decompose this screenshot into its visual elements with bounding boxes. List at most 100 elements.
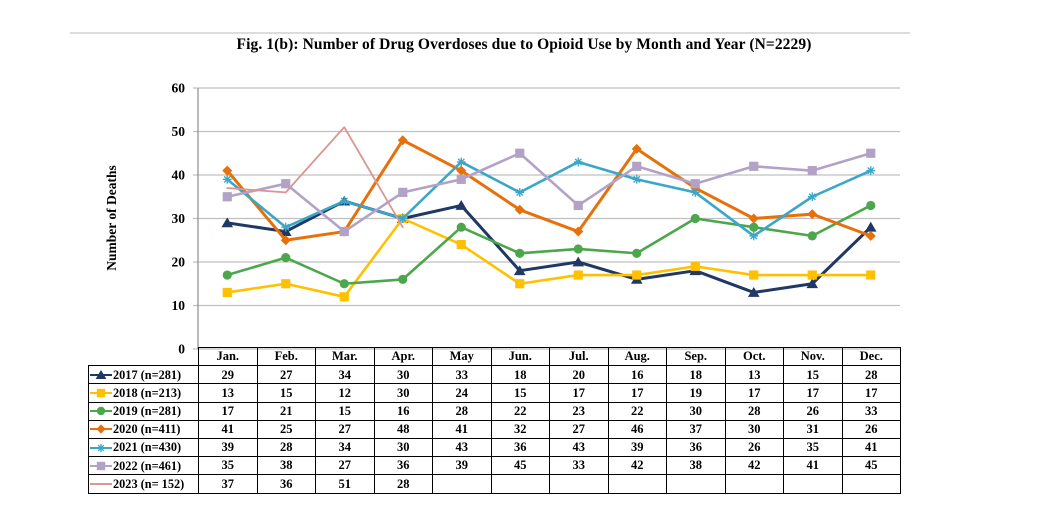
value-cell: 16 (607, 365, 667, 385)
value-cell: 36 (490, 437, 550, 458)
value-cell: 33 (841, 401, 901, 421)
value-cell: 30 (666, 401, 726, 421)
table-row: 2021 (n=430) 39 28 34 30 43 36 43 39 36 26 35 41 (88, 437, 901, 458)
value-cell: 13 (724, 365, 784, 385)
value-cell: 41 (783, 456, 843, 476)
svg-text:0: 0 (178, 342, 185, 357)
svg-text:10: 10 (172, 298, 186, 313)
value-cell: 41 (198, 419, 258, 439)
value-cell: 43 (549, 437, 609, 458)
value-cell: 28 (841, 365, 901, 385)
value-cell: 25 (256, 419, 316, 439)
series-label: 2021 (n=430) (113, 440, 182, 455)
value-cell: 32 (490, 419, 550, 439)
value-cell: 17 (198, 401, 258, 421)
value-cell: 22 (607, 401, 667, 421)
table-row: 2022 (n=461) 35 38 27 36 39 45 33 42 38 42 41 45 (88, 456, 901, 476)
svg-text:30: 30 (172, 211, 186, 226)
month-header-cell: Aug. (607, 346, 667, 367)
value-cell: 36 (256, 474, 316, 494)
value-cell: 39 (607, 437, 667, 458)
value-cell (432, 474, 492, 494)
series-label: 2019 (n=281) (113, 404, 182, 418)
value-cell: 28 (373, 474, 433, 494)
value-cell: 29 (198, 365, 258, 385)
value-cell: 36 (666, 437, 726, 458)
value-cell (490, 474, 550, 494)
value-cell: 28 (432, 401, 492, 421)
value-cell: 45 (490, 456, 550, 476)
value-cell: 45 (841, 456, 901, 476)
series-label: 2023 (n= 152) (113, 476, 185, 491)
value-cell: 13 (198, 383, 258, 403)
value-cell: 43 (432, 437, 492, 458)
svg-text:20: 20 (172, 255, 186, 270)
value-cell: 34 (315, 365, 375, 385)
legend-cell: 2022 (n=461) (88, 456, 199, 476)
data-table: Jan. Feb. Mar. Apr. May Jun. Jul. Aug. Sep. Oct. N… (88, 346, 901, 494)
value-cell: 18 (666, 365, 726, 385)
month-header-cell: Dec. (841, 346, 901, 367)
value-cell: 27 (315, 456, 375, 476)
table-corner (89, 348, 199, 366)
month-header-cell: Feb. (256, 346, 316, 367)
value-cell (607, 474, 667, 494)
value-cell: 38 (666, 456, 726, 476)
month-header-cell: May (432, 346, 492, 367)
value-cell: 31 (783, 419, 843, 439)
month-header-cell: Nov. (783, 346, 843, 367)
svg-text:60: 60 (172, 81, 186, 96)
series-label: 2018 (n=213) (113, 385, 182, 400)
value-cell: 20 (549, 365, 609, 385)
value-cell (724, 474, 784, 494)
series-label: 2022 (n=461) (113, 458, 182, 473)
value-cell: 15 (490, 383, 550, 403)
value-cell: 16 (373, 401, 433, 421)
value-cell: 41 (841, 437, 901, 458)
legend-cell: 2023 (n= 152) (88, 474, 199, 494)
value-cell: 37 (666, 419, 726, 439)
value-cell: 22 (490, 401, 550, 421)
value-cell: 15 (315, 401, 375, 421)
value-cell (666, 474, 726, 494)
value-cell: 37 (198, 474, 258, 494)
value-cell: 17 (549, 383, 609, 403)
value-cell: 39 (198, 437, 258, 458)
legend-cell: 2018 (n=213) (88, 383, 199, 403)
value-cell: 15 (783, 365, 843, 385)
legend-cell: 2021 (n=430) (88, 437, 199, 458)
table-row: 2019 (n=281) 17 21 15 16 28 22 23 22 30 28 26 33 (88, 401, 901, 421)
table-row: 2017 (n=281) 29 27 34 30 33 18 20 16 18 13 15 28 (88, 365, 901, 385)
value-cell: 24 (432, 383, 492, 403)
table-row: 2018 (n=213) 13 15 12 30 24 15 17 17 19 17 17 17 (88, 383, 901, 403)
value-cell: 48 (373, 419, 433, 439)
value-cell (549, 474, 609, 494)
month-header-cell: Jul. (549, 346, 609, 367)
table-row: 2023 (n= 152) 37 36 51 28 (88, 474, 901, 494)
month-header-cell: Sep. (666, 346, 726, 367)
value-cell: 27 (549, 419, 609, 439)
value-cell: 27 (256, 365, 316, 385)
value-cell: 35 (198, 456, 258, 476)
value-cell: 28 (256, 437, 316, 458)
value-cell: 26 (783, 401, 843, 421)
value-cell: 30 (724, 419, 784, 439)
value-cell: 26 (724, 437, 784, 458)
month-header-cell: Mar. (315, 346, 375, 367)
value-cell: 30 (373, 437, 433, 458)
value-cell: 18 (490, 365, 550, 385)
value-cell (841, 474, 901, 494)
value-cell: 33 (549, 456, 609, 476)
value-cell: 17 (783, 383, 843, 403)
value-cell: 17 (607, 383, 667, 403)
value-cell: 30 (373, 383, 433, 403)
month-header-cell: Jan. (198, 346, 258, 367)
value-cell: 19 (666, 383, 726, 403)
value-cell: 51 (315, 474, 375, 494)
series-label: 2020 (n=411) (113, 422, 181, 437)
legend-cell: 2019 (n=281) (88, 401, 199, 421)
value-cell: 12 (315, 383, 375, 403)
legend-cell: 2017 (n=281) (88, 365, 199, 385)
